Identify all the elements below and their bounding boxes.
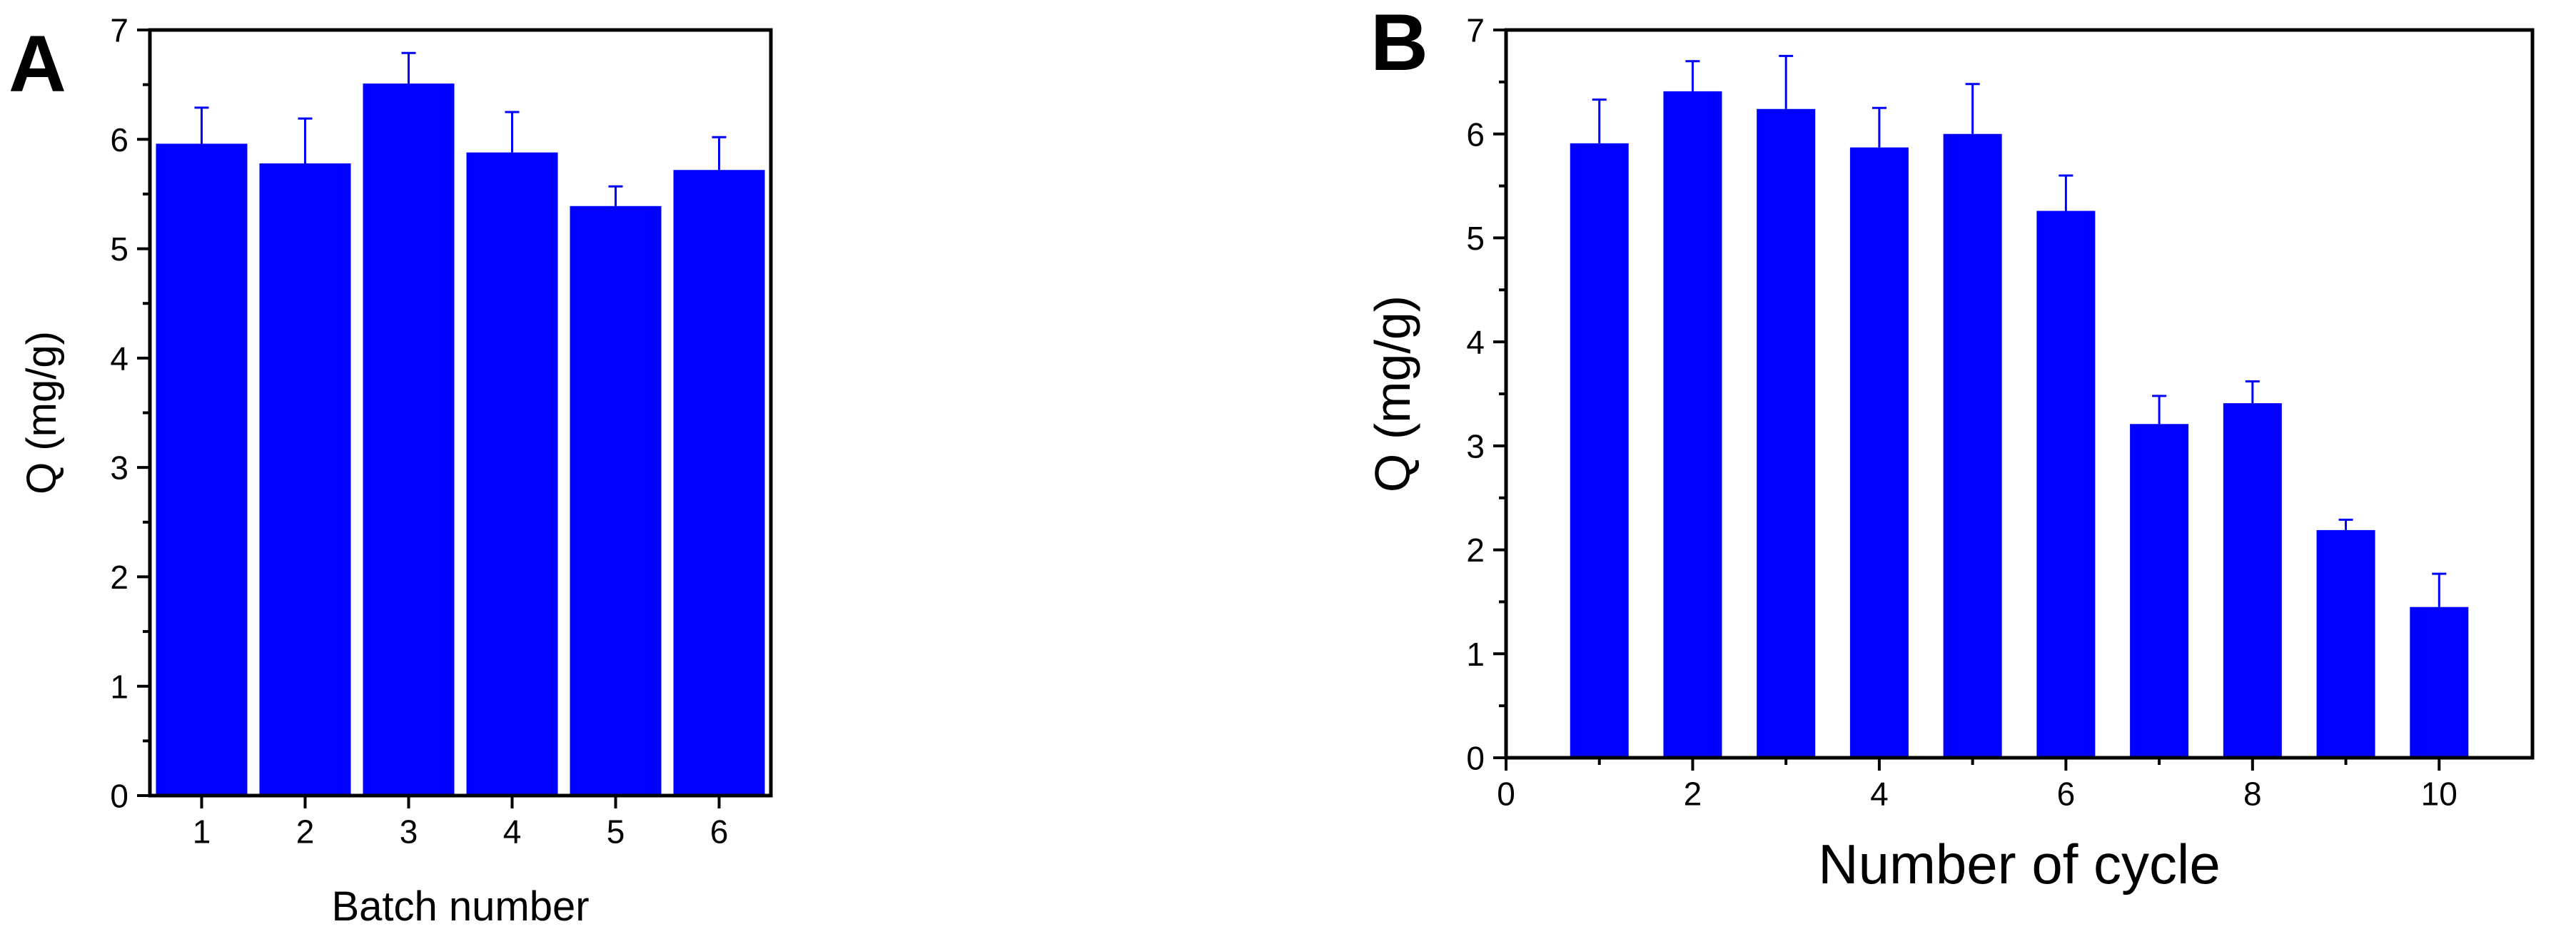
y-tick-label: 4	[110, 340, 128, 377]
y-tick-label: 2	[110, 559, 128, 596]
y-axis-label: Q (mg/g)	[19, 331, 65, 494]
bar	[673, 170, 765, 796]
x-tick-label: 3	[400, 813, 418, 850]
bar	[2130, 424, 2189, 758]
x-tick-label: 6	[710, 813, 729, 850]
x-axis-label: Number of cycle	[1818, 833, 2221, 895]
panel-a-label: A	[9, 19, 66, 108]
x-axis-label: Batch number	[331, 883, 589, 930]
bar	[156, 143, 248, 796]
panel-b-label: B	[1370, 0, 1428, 87]
y-tick-label: 1	[1466, 636, 1485, 673]
y-tick-label: 7	[1466, 12, 1485, 49]
bar	[259, 163, 351, 796]
x-tick-label: 2	[296, 813, 315, 850]
x-tick-label: 0	[1497, 775, 1515, 812]
bar	[1570, 143, 1629, 758]
y-tick-label: 5	[110, 230, 128, 268]
y-tick-label: 5	[1466, 220, 1485, 257]
x-tick-label: 6	[2057, 775, 2076, 812]
bar	[466, 152, 558, 796]
x-tick-label: 4	[1870, 775, 1889, 812]
y-tick-label: 0	[1466, 740, 1485, 777]
x-tick-label: 2	[1684, 775, 1702, 812]
y-axis-label: Q (mg/g)	[1365, 295, 1420, 492]
y-tick-label: 3	[110, 450, 128, 487]
y-tick-label: 6	[110, 121, 128, 158]
bar	[2036, 210, 2096, 758]
panel-a-chart: A 0 1 2 3 4 5 6 7 1 2 3 4 5 6 Batch number Q (mg/g)	[9, 12, 773, 930]
bar	[363, 83, 455, 796]
x-tick-label: 4	[503, 813, 522, 850]
plot-frame	[1504, 28, 2535, 760]
bar	[570, 205, 662, 796]
bar	[2316, 529, 2375, 758]
panel-b-chart: B 0 1 2 3 4 5 6 7 0 2 4 6 8 10 Number of cycle Q (mg/g)	[1365, 0, 2535, 895]
bar	[1663, 91, 1722, 758]
y-tick-label: 6	[1466, 116, 1485, 153]
bar	[2223, 403, 2282, 758]
y-tick-label: 4	[1466, 324, 1485, 361]
x-tick-label: 5	[607, 813, 625, 850]
bar	[1943, 133, 2002, 758]
y-tick-label: 7	[110, 12, 128, 49]
x-tick-label: 10	[2421, 775, 2458, 812]
y-tick-label: 0	[110, 778, 128, 815]
y-tick-label: 3	[1466, 427, 1485, 465]
bar	[1849, 147, 1909, 758]
y-tick-label: 1	[110, 668, 128, 705]
y-tick-label: 2	[1466, 532, 1485, 569]
bar	[1757, 108, 1816, 758]
x-tick-label: 1	[193, 813, 211, 850]
bar	[2410, 607, 2469, 758]
x-tick-label: 8	[2243, 775, 2262, 812]
